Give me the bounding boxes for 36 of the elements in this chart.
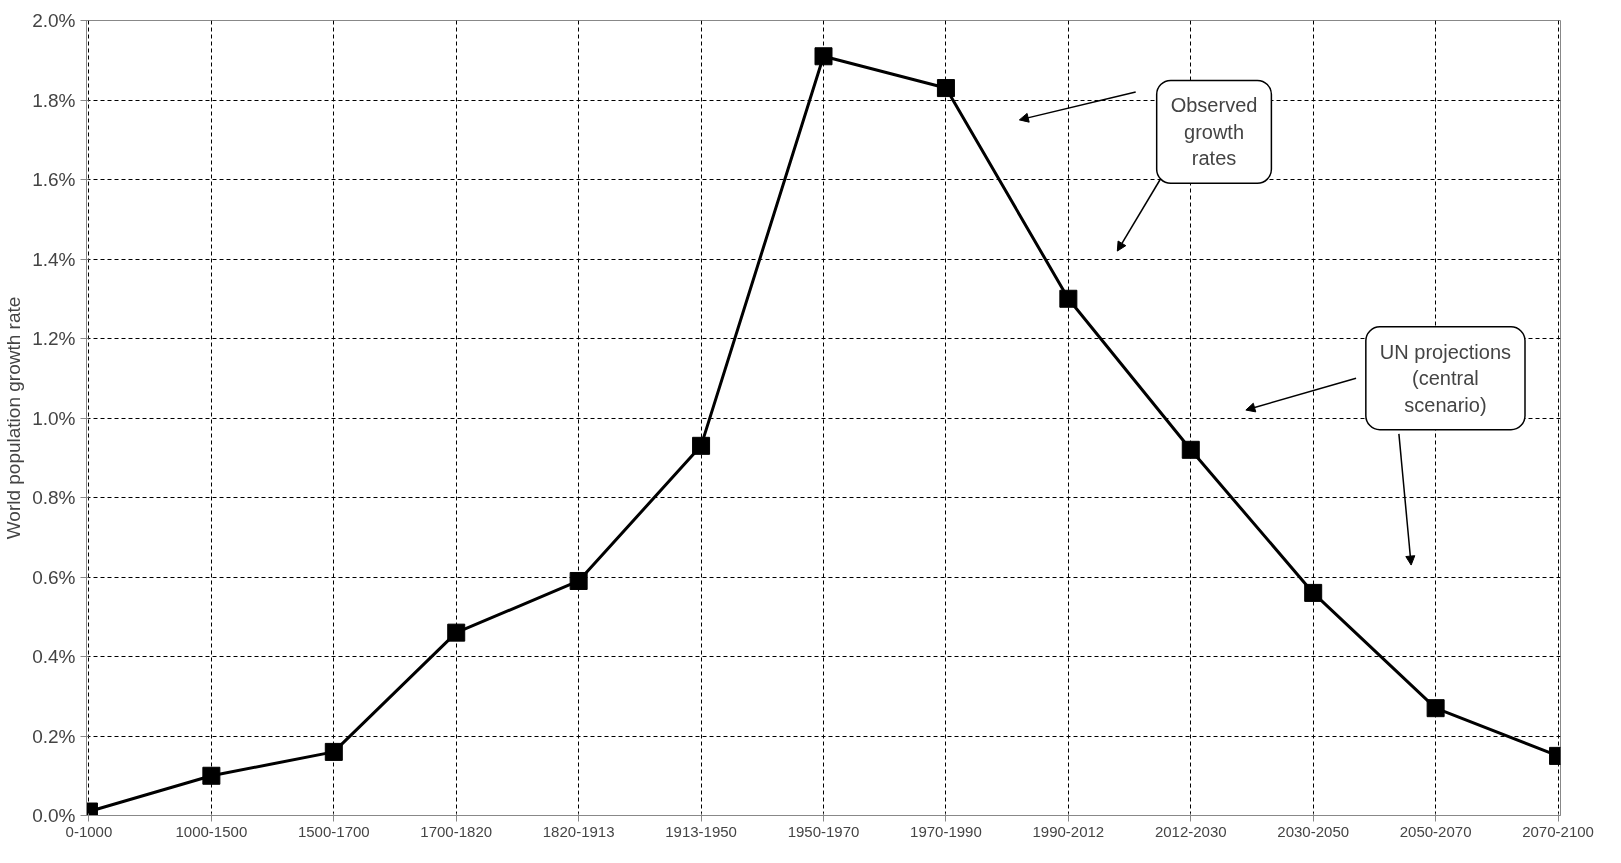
y-axis-title: World population growth rate	[3, 296, 25, 540]
x-tick-label: 2030-2050	[1277, 822, 1350, 840]
point	[814, 47, 833, 66]
y-tick-label: 1.8%	[32, 89, 76, 111]
x-tick-label: 2050-2070	[1399, 822, 1472, 840]
point	[1304, 583, 1323, 602]
point	[1059, 289, 1078, 308]
annotation: Observed growth rates	[1170, 94, 1258, 170]
x-tick-label: 1700-1820	[420, 822, 493, 840]
y-tick-label: 2.0%	[32, 10, 76, 31]
point	[692, 436, 711, 455]
y-tick-label: 0.8%	[32, 487, 76, 508]
point	[1426, 699, 1445, 718]
x-tick-label: 1970-1990	[910, 822, 982, 840]
y-tick-label: 1.0%	[32, 407, 76, 429]
point	[936, 79, 955, 98]
point	[202, 766, 221, 785]
y-tick-label: 0.6%	[32, 566, 76, 588]
y-tick-label: 1.4%	[32, 248, 76, 270]
point	[324, 742, 343, 761]
x-tick-label: 2012-2030	[1154, 822, 1227, 840]
point	[447, 623, 466, 642]
y-tick-label: 0.4%	[32, 646, 76, 667]
x-tick-label: 1500-1700	[297, 822, 370, 840]
x-tick-label: 2070-2100	[1522, 822, 1594, 840]
x-tick-label: 1000-1500	[175, 822, 248, 840]
x-tick-label: 1820-1913	[542, 822, 615, 840]
y-tick-label: 0.2%	[32, 725, 76, 747]
annotation: UN projections (central scenario)	[1379, 340, 1512, 416]
x-tick-label: 1990-2012	[1032, 822, 1105, 840]
y-tick-label: 1.2%	[32, 328, 76, 349]
x-tick-label: 1913-1950	[665, 822, 737, 840]
x-tick-label: 1950-1970	[787, 822, 860, 840]
point	[569, 571, 588, 590]
point	[1181, 440, 1200, 459]
y-tick-label: 1.6%	[32, 169, 76, 190]
